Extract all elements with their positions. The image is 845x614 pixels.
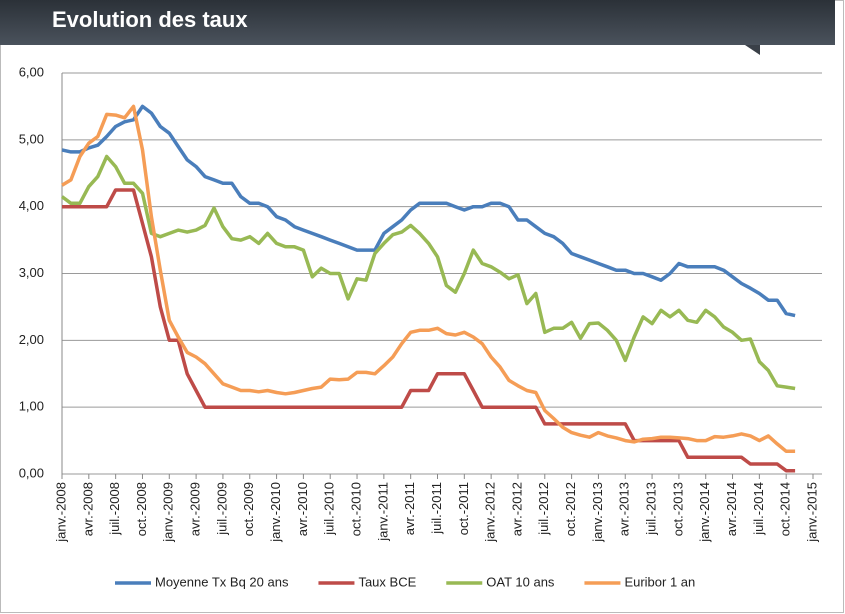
y-tick-label: 6,00 [19, 64, 44, 79]
y-tick-label: 0,00 [19, 465, 44, 480]
header [0, 0, 835, 45]
x-tick-label: juil.-2010 [322, 482, 337, 536]
x-tick-label: oct.-2013 [670, 482, 685, 536]
x-tick-label: janv.-2015 [804, 482, 819, 543]
x-tick-label: oct.-2012 [563, 482, 578, 536]
legend-label: Euribor 1 an [624, 574, 695, 589]
x-tick-label: janv.-2010 [268, 482, 283, 543]
series-line [61, 104, 796, 318]
x-tick-label: avr.-2011 [402, 482, 417, 535]
legend-label: OAT 10 ans [486, 574, 555, 589]
x-tick-label: janv.-2013 [590, 482, 605, 543]
x-tick-label: janv.-2011 [375, 482, 390, 542]
y-tick-label: 2,00 [19, 332, 44, 347]
x-tick-label: juil.-2013 [644, 482, 659, 536]
x-tick-label: juil.-2014 [751, 482, 766, 536]
x-tick-label: oct.-2009 [241, 482, 256, 536]
x-tick-label: oct.-2008 [134, 482, 149, 536]
x-tick-label: janv.-2008 [53, 482, 68, 543]
x-tick-label: avr.-2009 [188, 482, 203, 536]
x-tick-label: oct.-2010 [348, 482, 363, 536]
series-line [62, 188, 796, 473]
x-tick-label: janv.-2012 [483, 482, 498, 543]
x-tick-label: oct.-2014 [778, 482, 793, 536]
x-tick-label: avr.-2010 [295, 482, 310, 536]
y-tick-label: 3,00 [19, 265, 44, 280]
x-tick-label: juil.-2009 [214, 482, 229, 536]
x-tick-label: janv.-2009 [161, 482, 176, 543]
legend-label: Taux BCE [358, 574, 416, 589]
x-tick-label: avr.-2013 [617, 482, 632, 536]
legend-label: Moyenne Tx Bq 20 ans [155, 574, 289, 589]
chart-title: Evolution des taux [52, 7, 248, 32]
y-tick-label: 4,00 [19, 198, 44, 213]
series-line [61, 104, 796, 454]
x-tick-label: juil.-2012 [536, 482, 551, 536]
x-tick-label: juil.-2011 [429, 482, 444, 535]
header-tab [745, 45, 760, 55]
x-tick-label: juil.-2008 [107, 482, 122, 536]
series-line [60, 154, 796, 391]
x-tick-label: avr.-2012 [509, 482, 524, 536]
x-tick-label: janv.-2014 [697, 482, 712, 543]
x-tick-label: oct.-2011 [456, 482, 471, 535]
x-tick-label: avr.-2008 [80, 482, 95, 536]
y-tick-label: 5,00 [19, 131, 44, 146]
x-tick-label: avr.-2014 [724, 482, 739, 536]
y-tick-label: 1,00 [19, 399, 44, 414]
